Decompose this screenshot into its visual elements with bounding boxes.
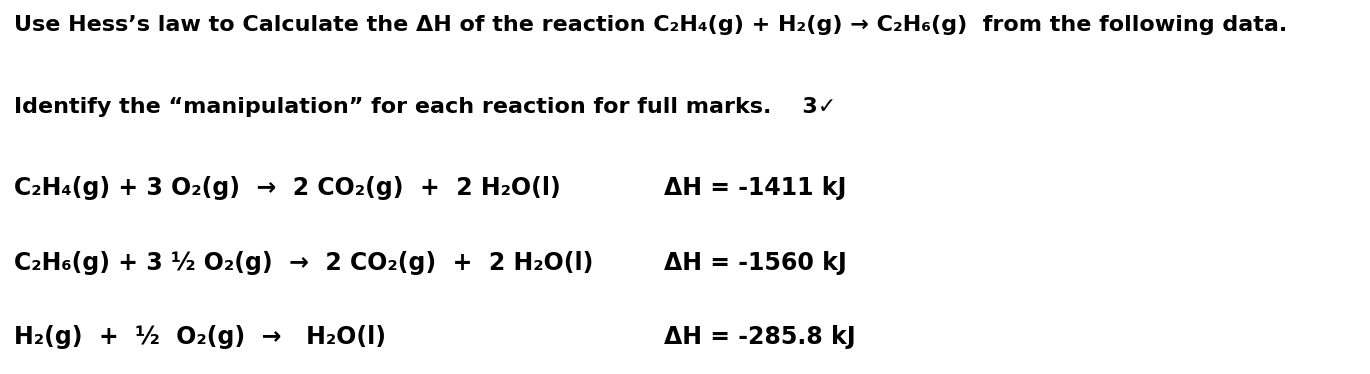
Text: C₂H₆(g) + 3 ½ O₂(g)  →  2 CO₂(g)  +  2 H₂O(l): C₂H₆(g) + 3 ½ O₂(g) → 2 CO₂(g) + 2 H₂O(l… bbox=[14, 251, 593, 275]
Text: ΔH = -285.8 kJ: ΔH = -285.8 kJ bbox=[664, 325, 856, 349]
Text: H₂(g)  +  ½  O₂(g)  →   H₂O(l): H₂(g) + ½ O₂(g) → H₂O(l) bbox=[14, 325, 386, 349]
Text: Identify the “manipulation” for each reaction for full marks.    3✓: Identify the “manipulation” for each rea… bbox=[14, 97, 836, 117]
Text: Use Hess’s law to Calculate the ΔH of the reaction C₂H₄(g) + H₂(g) → C₂H₆(g)  fr: Use Hess’s law to Calculate the ΔH of th… bbox=[14, 15, 1286, 35]
Text: ΔH = -1411 kJ: ΔH = -1411 kJ bbox=[664, 176, 847, 200]
Text: ΔH = -1560 kJ: ΔH = -1560 kJ bbox=[664, 251, 847, 275]
Text: C₂H₄(g) + 3 O₂(g)  →  2 CO₂(g)  +  2 H₂O(l): C₂H₄(g) + 3 O₂(g) → 2 CO₂(g) + 2 H₂O(l) bbox=[14, 176, 560, 200]
